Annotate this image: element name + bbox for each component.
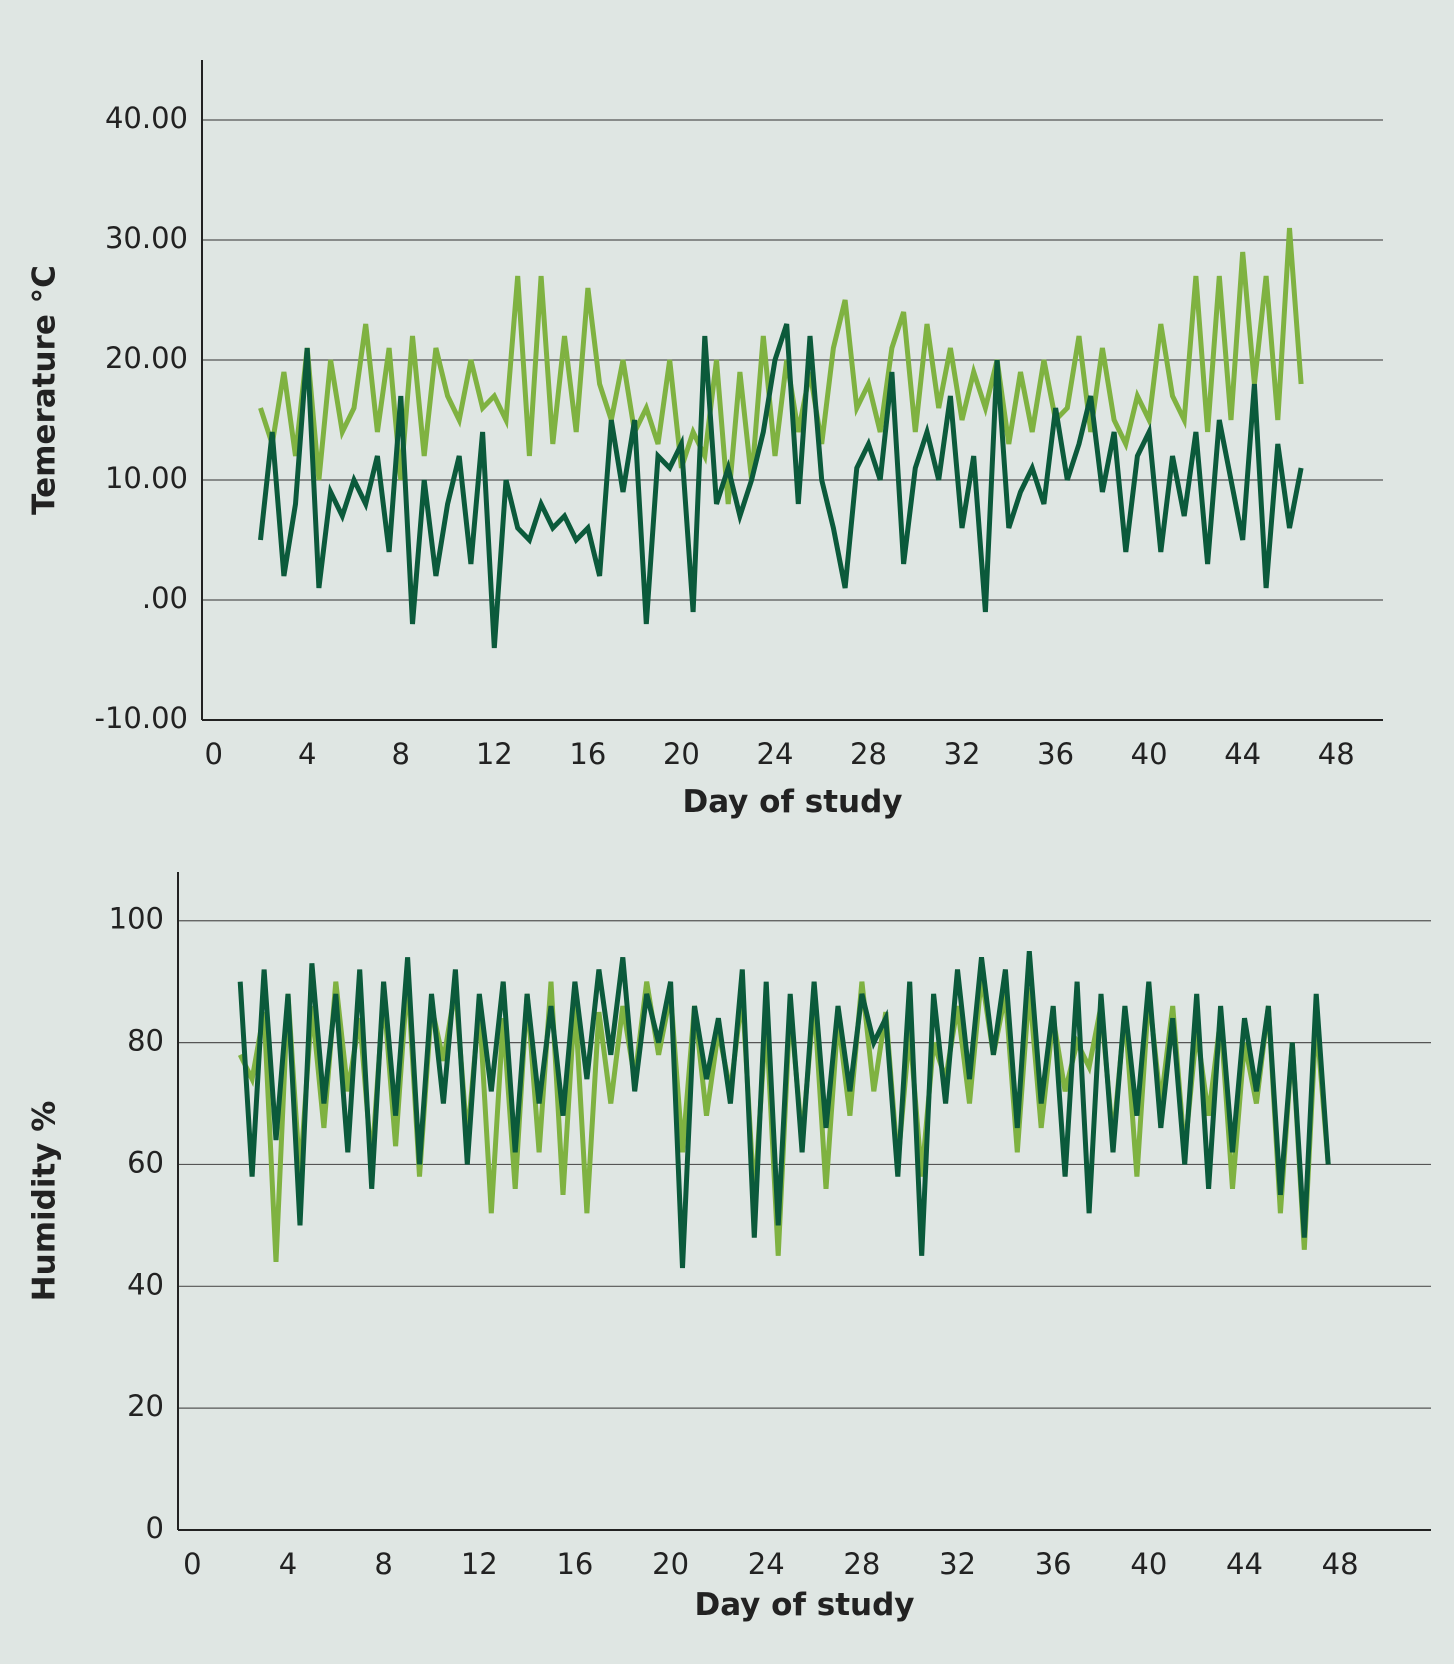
x-tick-label: 0: [183, 1547, 201, 1581]
x-tick-label: 48: [1322, 1547, 1359, 1581]
x-tick-label: 48: [1318, 737, 1355, 771]
x-tick-label: 20: [663, 737, 700, 771]
y-axis-label: Humidity %: [27, 1101, 63, 1302]
y-tick-label: .00: [142, 581, 188, 615]
x-tick-label: 40: [1130, 1547, 1167, 1581]
x-tick-label: 12: [476, 737, 513, 771]
x-tick-label: 36: [1035, 1547, 1072, 1581]
x-tick-label: 12: [461, 1547, 498, 1581]
x-tick-label: 28: [843, 1547, 880, 1581]
x-tick-label: 24: [748, 1547, 785, 1581]
y-tick-label: 80: [127, 1024, 164, 1058]
y-tick-label: 30.00: [105, 221, 188, 255]
y-tick-label: 20: [127, 1389, 164, 1423]
x-tick-label: 44: [1224, 737, 1261, 771]
y-axis-label: Temerature °C: [27, 265, 63, 515]
x-tick-label: 44: [1226, 1547, 1263, 1581]
x-tick-label: 24: [757, 737, 794, 771]
x-tick-label: 0: [204, 737, 222, 771]
x-tick-label: 4: [279, 1547, 297, 1581]
y-tick-label: 0: [146, 1511, 164, 1545]
x-tick-label: 16: [569, 737, 606, 771]
series-line: [258, 227, 1304, 505]
series-line: [258, 323, 1304, 649]
y-tick-label: 20.00: [105, 341, 188, 375]
y-tick-label: 60: [127, 1145, 164, 1179]
x-tick-label: 16: [556, 1547, 593, 1581]
x-tick-label: 28: [850, 737, 887, 771]
x-tick-label: 8: [374, 1547, 392, 1581]
y-tick-label: 10.00: [105, 461, 188, 495]
y-tick-label: 100: [109, 902, 164, 936]
x-tick-label: 32: [939, 1547, 976, 1581]
series-line: [237, 951, 1331, 1269]
x-tick-label: 32: [944, 737, 981, 771]
x-tick-label: 20: [652, 1547, 689, 1581]
y-tick-label: -10.00: [95, 701, 189, 735]
y-tick-label: 40.00: [105, 101, 188, 135]
x-tick-label: 36: [1037, 737, 1074, 771]
y-tick-label: 40: [127, 1267, 164, 1301]
x-tick-label: 4: [298, 737, 316, 771]
x-tick-label: 8: [392, 737, 410, 771]
x-axis-label: Day of study: [682, 784, 902, 820]
x-axis-label: Day of study: [694, 1587, 914, 1623]
x-tick-label: 40: [1131, 737, 1168, 771]
